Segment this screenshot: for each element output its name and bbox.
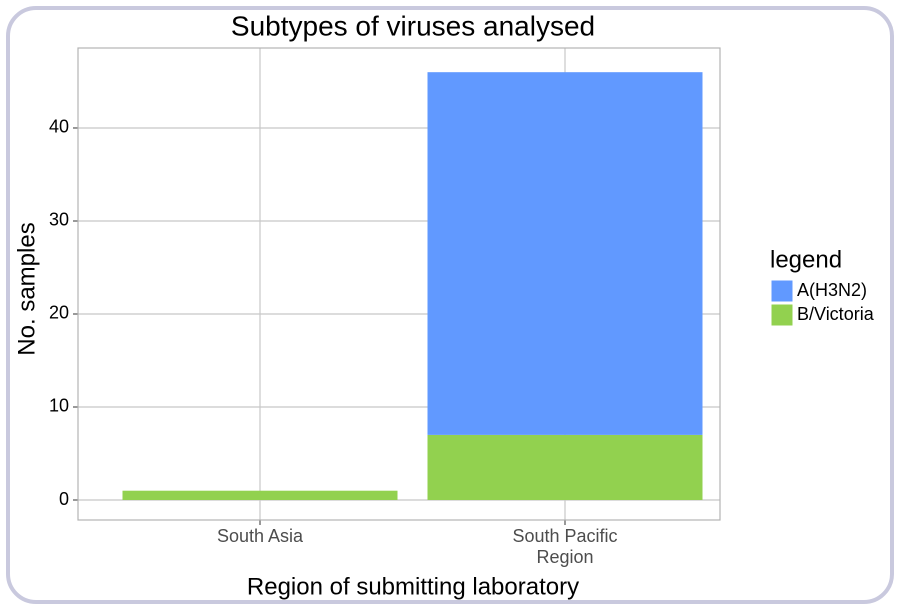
bar-segment <box>122 490 398 501</box>
x-axis-title: Region of submitting laboratory <box>247 573 579 600</box>
y-tick-label: 20 <box>49 303 69 323</box>
y-tick-label: 10 <box>49 396 69 416</box>
legend-key <box>770 279 794 303</box>
legend-label: A(H3N2) <box>797 280 867 300</box>
y-tick-label: 30 <box>49 210 69 230</box>
chart-title: Subtypes of viruses analysed <box>231 10 595 41</box>
y-tick-label: 40 <box>49 117 69 137</box>
bar-segment <box>427 72 703 435</box>
y-axis-title: No. samples <box>13 222 40 355</box>
x-tick-label: South Pacific Region <box>512 526 618 567</box>
legend-title: legend <box>770 246 842 273</box>
panel-border <box>77 47 721 521</box>
bar-segment <box>427 434 703 501</box>
y-tick-label: 0 <box>59 489 69 509</box>
legend-key <box>770 303 794 327</box>
x-tick-label: South Asia <box>216 526 304 546</box>
legend-label: B/Victoria <box>797 304 875 324</box>
